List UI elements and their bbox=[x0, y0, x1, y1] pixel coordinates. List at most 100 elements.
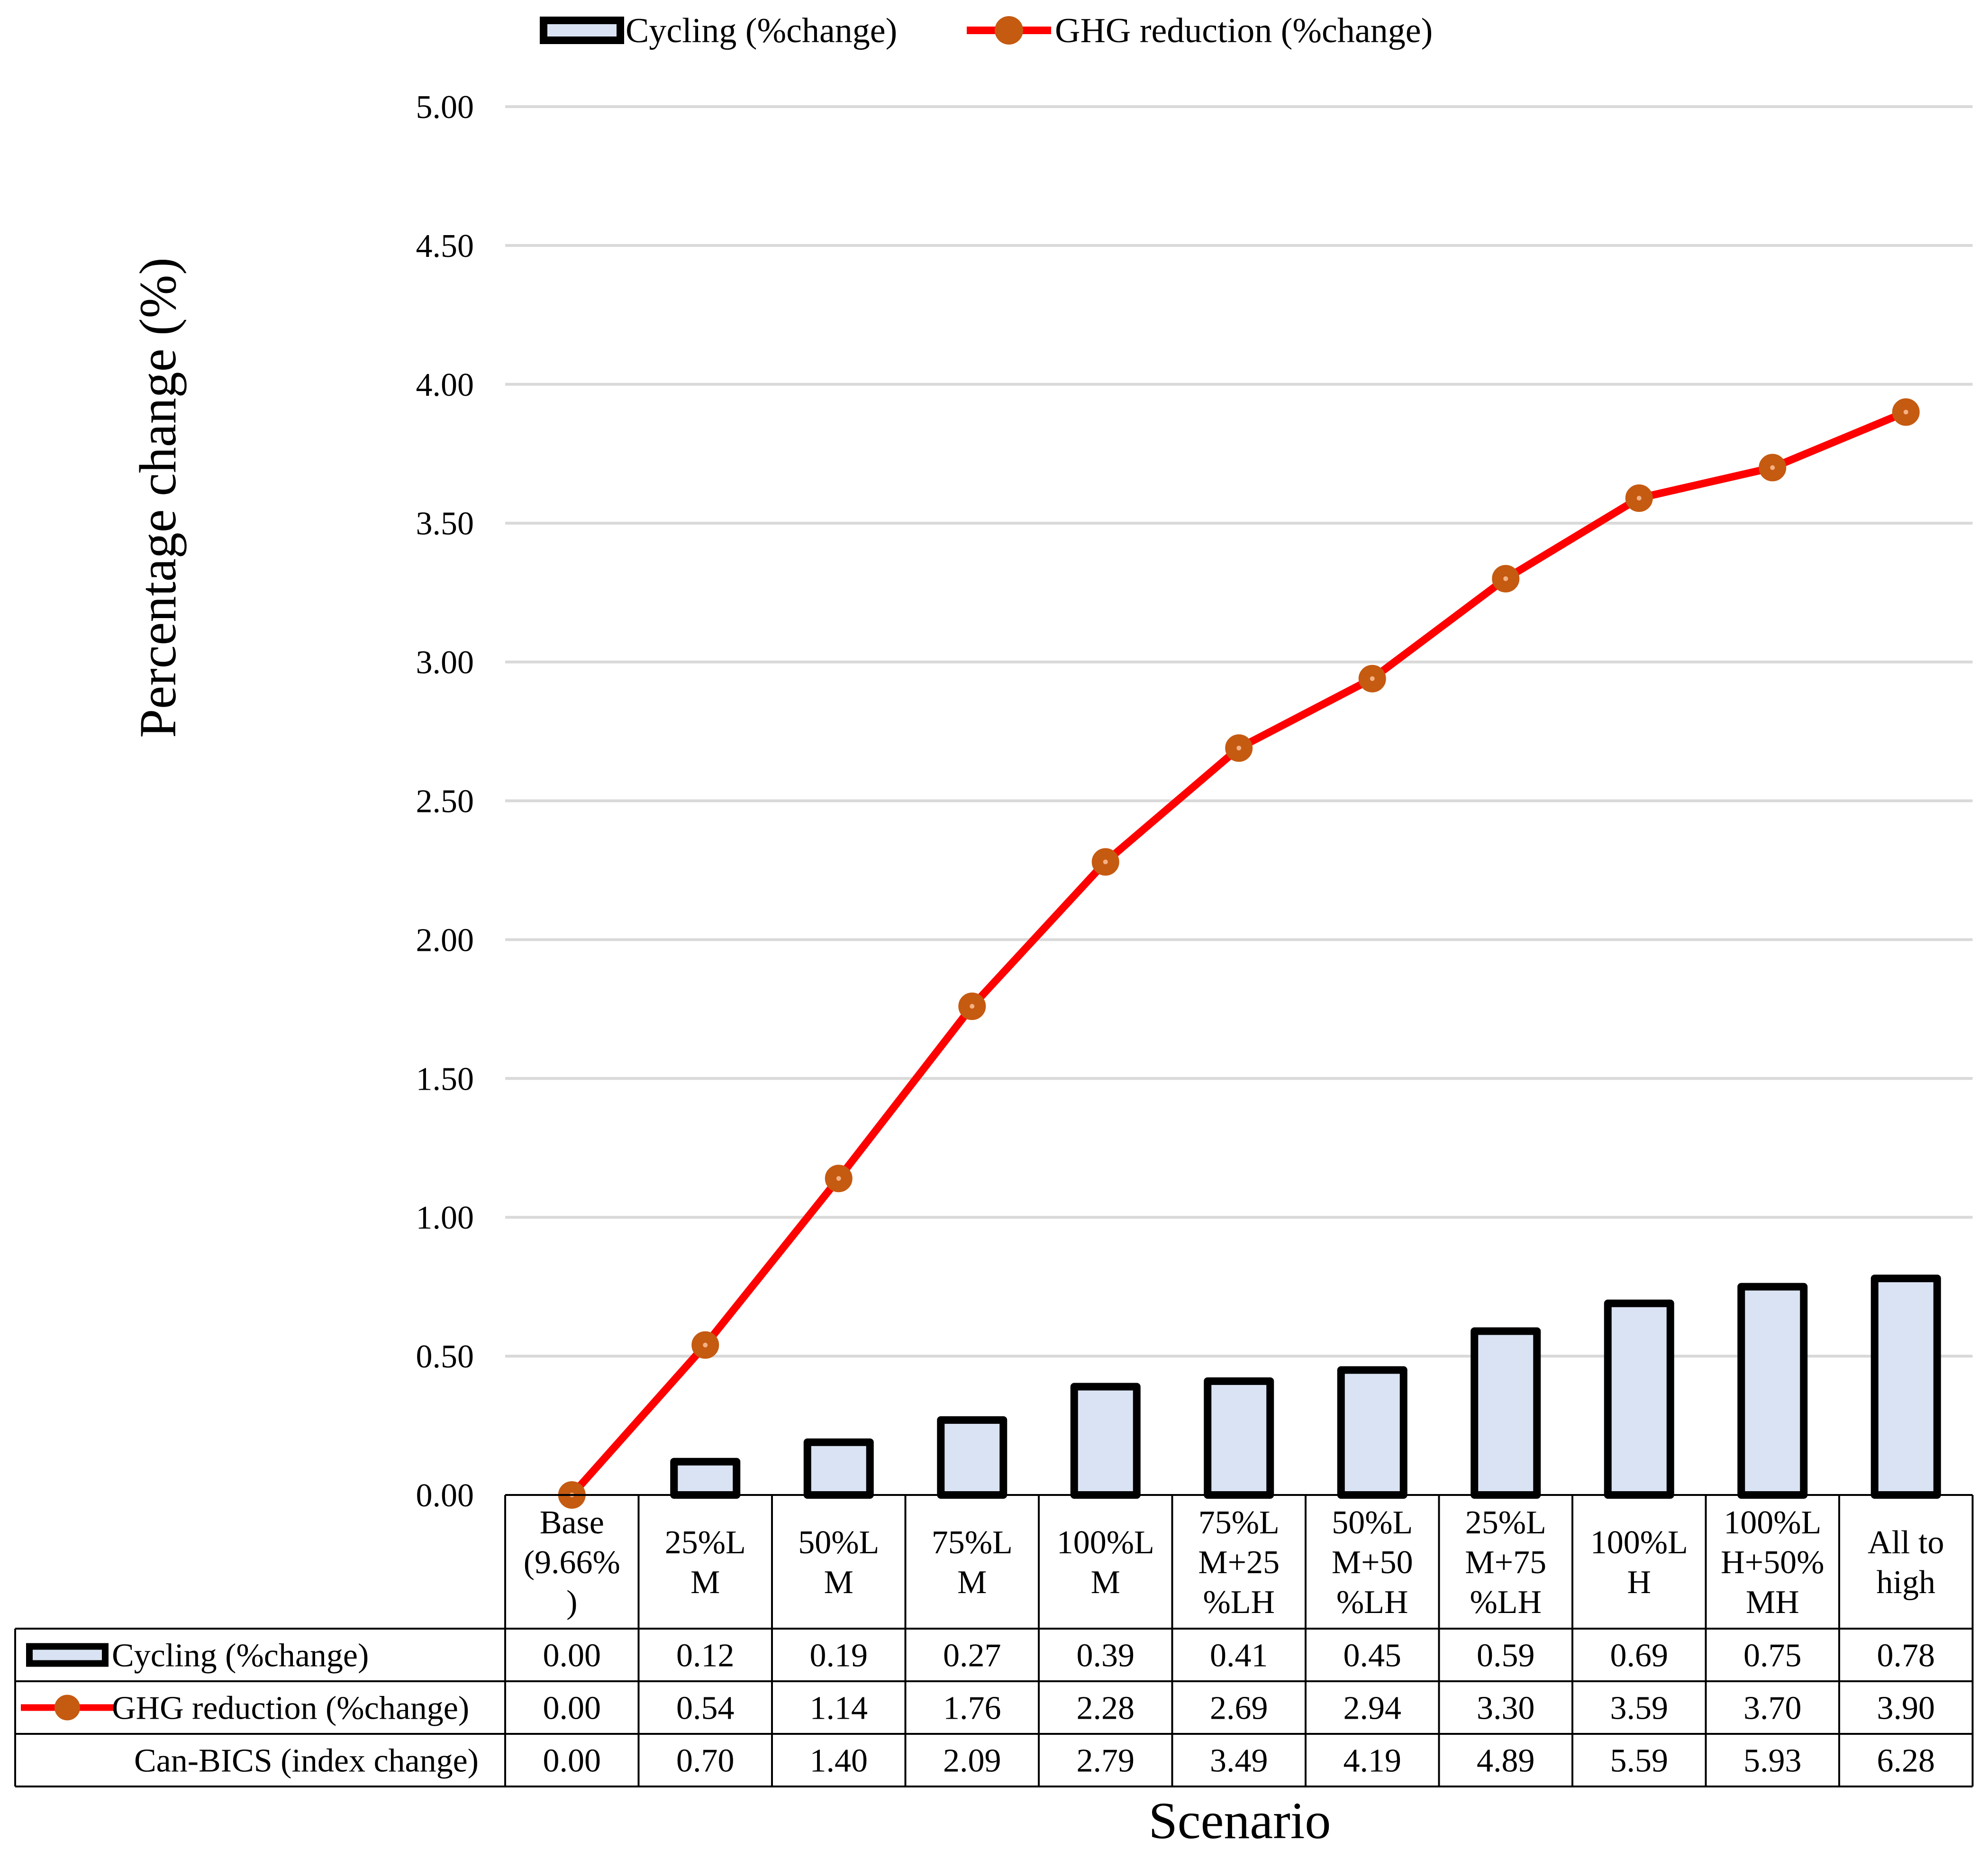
y-tick-label: 3.50 bbox=[416, 506, 474, 542]
y-axis-ticks: 0.00 0.50 1.00 1.50 2.00 2.50 3.00 3.50 4.00 4.50… bbox=[416, 89, 474, 1514]
table-cell: 2.28 bbox=[1077, 1690, 1135, 1727]
table-cell: 1.14 bbox=[810, 1690, 868, 1727]
table-cell: 0.70 bbox=[676, 1743, 735, 1779]
cycling-bar bbox=[803, 1438, 874, 1499]
table-row-label: GHG reduction (%change) bbox=[112, 1690, 469, 1727]
ghg-line bbox=[558, 398, 1920, 1509]
cycling-bar bbox=[1070, 1383, 1141, 1499]
category-label: M+50 bbox=[1332, 1544, 1413, 1581]
table-cell: 0.54 bbox=[676, 1690, 735, 1727]
category-label: MH bbox=[1746, 1584, 1799, 1621]
legend-key-bar bbox=[540, 17, 624, 44]
table-cell: 4.19 bbox=[1343, 1743, 1402, 1779]
category-label: Base bbox=[540, 1504, 604, 1541]
y-tick-label: 4.50 bbox=[416, 228, 474, 264]
y-tick-label: 2.50 bbox=[416, 784, 474, 820]
table-cell: 0.19 bbox=[810, 1638, 868, 1674]
category-label: M bbox=[1091, 1564, 1120, 1601]
y-axis-title: Percentage change (%) bbox=[129, 257, 187, 738]
table-cell: 4.89 bbox=[1477, 1743, 1535, 1779]
ghg-point-center bbox=[1103, 859, 1108, 865]
x-axis-title: Scenario bbox=[1149, 1792, 1331, 1850]
y-tick-label: 1.50 bbox=[416, 1061, 474, 1097]
category-label: 75%L bbox=[932, 1524, 1013, 1561]
category-label: %LH bbox=[1336, 1584, 1408, 1621]
table-legend-key-marker bbox=[54, 1695, 80, 1721]
table-cell: 0.00 bbox=[543, 1743, 601, 1779]
table-cell: 3.59 bbox=[1610, 1690, 1669, 1727]
category-label: M bbox=[957, 1564, 987, 1601]
table-cell: 0.69 bbox=[1610, 1638, 1669, 1674]
ghg-point-center bbox=[1370, 676, 1375, 681]
category-label: %LH bbox=[1470, 1584, 1542, 1621]
category-label: M bbox=[824, 1564, 853, 1601]
category-label: 25%L bbox=[665, 1524, 746, 1561]
table-cell: 3.70 bbox=[1743, 1690, 1802, 1727]
category-label: 100%L bbox=[1057, 1524, 1154, 1561]
table-cell: 3.30 bbox=[1477, 1690, 1535, 1727]
category-label: M bbox=[690, 1564, 720, 1601]
category-label: 100%L bbox=[1590, 1524, 1688, 1561]
cycling-bar bbox=[1337, 1366, 1407, 1499]
category-label: 25%L bbox=[1465, 1504, 1546, 1541]
table-cell: 0.27 bbox=[943, 1638, 1001, 1674]
category-label: %LH bbox=[1203, 1584, 1275, 1621]
table-cell: 1.40 bbox=[810, 1743, 868, 1779]
category-label: H bbox=[1627, 1564, 1651, 1601]
table-cell: 0.00 bbox=[543, 1638, 601, 1674]
y-tick-label: 2.00 bbox=[416, 922, 474, 958]
ghg-point-center bbox=[1903, 410, 1908, 415]
cycling-bar bbox=[1604, 1299, 1674, 1499]
table-cell: 0.00 bbox=[543, 1690, 601, 1727]
category-label: 50%L bbox=[798, 1524, 879, 1561]
table-cell: 0.41 bbox=[1210, 1638, 1268, 1674]
ghg-point-center bbox=[970, 1003, 975, 1009]
table-cell: 0.45 bbox=[1343, 1638, 1402, 1674]
y-tick-label: 0.50 bbox=[416, 1339, 474, 1375]
gridlines bbox=[505, 105, 1973, 1358]
cycling-bar bbox=[1737, 1283, 1808, 1499]
category-label: ) bbox=[566, 1584, 577, 1621]
category-label: 50%L bbox=[1332, 1504, 1413, 1541]
ghg-point-center bbox=[1236, 746, 1242, 751]
y-tick-label: 3.00 bbox=[416, 645, 474, 681]
y-tick-label: 0.00 bbox=[416, 1477, 474, 1514]
y-tick-label: 4.00 bbox=[416, 367, 474, 403]
category-label: All to bbox=[1868, 1524, 1944, 1561]
table-cell: 0.59 bbox=[1477, 1638, 1535, 1674]
table-cell: 6.28 bbox=[1877, 1743, 1935, 1779]
category-label: H+50% bbox=[1721, 1544, 1824, 1581]
category-label: M+25 bbox=[1198, 1544, 1280, 1581]
cycling-bar bbox=[1204, 1377, 1274, 1499]
ghg-point-center bbox=[1770, 465, 1775, 470]
legend-label-ghg: GHG reduction (%change) bbox=[1055, 11, 1433, 50]
cycling-bar bbox=[937, 1416, 1008, 1499]
table-cell: 2.69 bbox=[1210, 1690, 1268, 1727]
category-label: high bbox=[1877, 1564, 1935, 1601]
ghg-point-center bbox=[1503, 576, 1508, 581]
cycling-bar bbox=[1471, 1327, 1541, 1499]
table-row-label: Cycling (%change) bbox=[112, 1638, 369, 1674]
cycling-bar bbox=[1870, 1275, 1941, 1499]
legend-key-marker bbox=[995, 16, 1023, 45]
table-cell: 5.93 bbox=[1743, 1743, 1802, 1779]
table-cell: 0.75 bbox=[1743, 1638, 1802, 1674]
table-cell: 2.09 bbox=[943, 1743, 1001, 1779]
data-table: Base(9.66%)25%LM50%LM75%LM100%LM75%LM+25… bbox=[14, 1494, 1974, 1787]
category-label: M+75 bbox=[1465, 1544, 1546, 1581]
table-cell: 3.49 bbox=[1210, 1743, 1268, 1779]
table-legend-key-bar bbox=[26, 1643, 109, 1667]
table-row-label: Can-BICS (index change) bbox=[134, 1743, 479, 1779]
y-tick-label: 1.00 bbox=[416, 1200, 474, 1236]
category-label: 100%L bbox=[1724, 1504, 1821, 1541]
ghg-point-center bbox=[1636, 495, 1642, 501]
table-cell: 0.78 bbox=[1877, 1638, 1935, 1674]
table-cell: 0.12 bbox=[676, 1638, 735, 1674]
table-cell: 5.59 bbox=[1610, 1743, 1669, 1779]
ghg-point-center bbox=[703, 1342, 708, 1348]
table-cell: 0.39 bbox=[1077, 1638, 1135, 1674]
category-label: (9.66% bbox=[524, 1544, 620, 1581]
ghg-point-center bbox=[836, 1176, 841, 1181]
table-cell: 2.79 bbox=[1077, 1743, 1135, 1779]
